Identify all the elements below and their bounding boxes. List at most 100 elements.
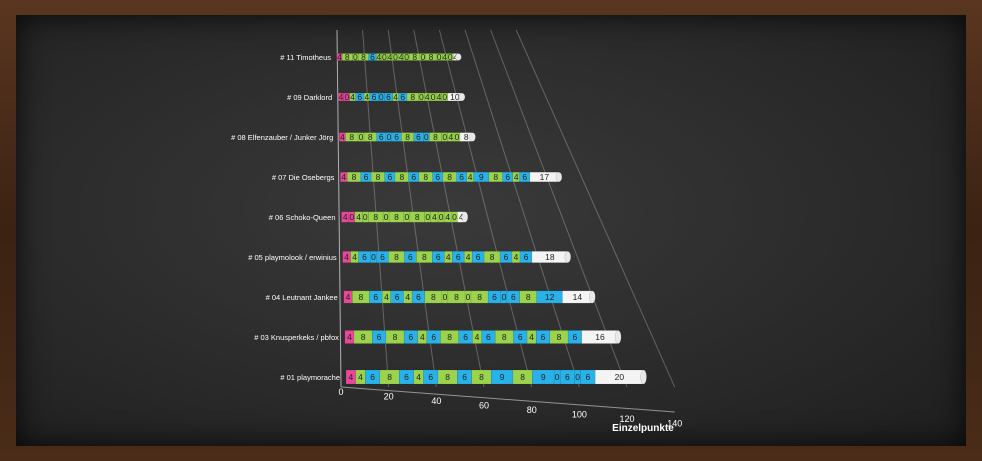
bar-segment-label: 6 xyxy=(436,252,441,262)
bar-segment-label: 0 xyxy=(466,292,471,302)
bar-segment-label: 4 xyxy=(337,52,342,62)
bar-segment-label: 4 xyxy=(352,252,357,262)
bar-segment-label: 6 xyxy=(394,132,399,142)
bar-segment-label: 4 xyxy=(347,332,352,342)
bar-segment-label: 8 xyxy=(431,292,436,302)
bar-segment-label: 6 xyxy=(505,172,510,182)
grid-line xyxy=(490,29,628,388)
bar-segment-label: 8 xyxy=(376,172,381,182)
bar-segment-label: 4 xyxy=(416,372,421,382)
bar-segment-label: 8 xyxy=(433,132,438,142)
bar-segment-label: 4 xyxy=(376,52,381,62)
bar-segment-label: 6 xyxy=(463,332,468,342)
category-label: # 11 Timotheus xyxy=(280,53,331,62)
bar-segment-label: 4 xyxy=(468,172,473,182)
bar-segment-label: 6 xyxy=(380,252,385,262)
bar-segment-label: 0 xyxy=(502,292,507,302)
bar-segment-label: 0 xyxy=(442,132,447,142)
bar-segment-label: 4 xyxy=(446,252,451,262)
bar-segment xyxy=(432,251,445,263)
bar-segment-label: 8 xyxy=(464,132,469,142)
x-tick-label: 100 xyxy=(572,410,587,420)
bar-segment-label: 4 xyxy=(445,212,450,222)
bar-segment-label: 8 xyxy=(387,372,392,382)
bar-segment-label: 6 xyxy=(435,172,440,182)
bar-segment-label: 4 xyxy=(388,52,393,62)
bar-segment-label: 0 xyxy=(363,212,368,222)
category-label: # 08 Elfenzauber / Junker Jörg xyxy=(231,133,333,142)
bar-segment-label: 6 xyxy=(586,372,591,382)
bar-segment-label: 6 xyxy=(476,252,481,262)
bar-segment-label: 8 xyxy=(557,332,562,342)
bar-segment-label: 4 xyxy=(358,372,363,382)
bar-segment-label: 8 xyxy=(490,252,495,262)
bar-segment-label: 4 xyxy=(365,92,370,102)
bar-segment-label: 8 xyxy=(479,372,484,382)
bar-segment-label: 8 xyxy=(393,332,398,342)
bar-segment-label: 8 xyxy=(445,372,450,382)
grid-line xyxy=(438,29,533,388)
bar-end-cap xyxy=(455,53,462,61)
bar-segment-label: 6 xyxy=(518,332,523,342)
bar-segment-label: 6 xyxy=(524,252,529,262)
bar-segment-label: 4 xyxy=(399,52,404,62)
bar-segment-label: 0 xyxy=(379,92,384,102)
bar-segment-label: 4 xyxy=(514,172,519,182)
bar-segment-label: 6 xyxy=(400,92,405,102)
category-label: # 07 Die Osebergs xyxy=(272,173,335,182)
bar-row: 4 8 6 4 6 4 6 8 0 8 0 8 6 0 6 8 12 14 xyxy=(343,290,596,304)
bar-segment-label: 0 xyxy=(437,52,442,62)
bar-segment-label: 0 xyxy=(424,132,429,142)
bar-segment xyxy=(358,53,369,61)
bar-end-cap xyxy=(458,92,466,102)
bar-segment-label: 12 xyxy=(545,292,555,302)
bar-segment-label: 6 xyxy=(370,52,375,62)
bar-row: 4 8 6 8 6 8 6 8 6 8 6 4 9 8 6 4 6 17 xyxy=(340,171,563,183)
bar-segment xyxy=(451,251,465,263)
bar-segment-label: 8 xyxy=(361,332,366,342)
bar-segment-label: 8 xyxy=(358,292,363,302)
x-tick-label: 20 xyxy=(384,392,394,402)
bar-segment-label: 6 xyxy=(541,332,546,342)
bar-segment-label: 6 xyxy=(388,172,393,182)
bar-segment-label: 8 xyxy=(410,92,415,102)
x-tick-label: 140 xyxy=(667,419,682,429)
bar-segment-label: 6 xyxy=(395,292,400,302)
bar-segment-label: 8 xyxy=(405,132,410,142)
bar-segment-label: 0 xyxy=(419,92,424,102)
bar-end-cap xyxy=(640,369,647,385)
bar-segment-label: 0 xyxy=(350,212,355,222)
bar-segment-label: 6 xyxy=(411,172,416,182)
bar-segment-label: 6 xyxy=(573,332,578,342)
bar-row: 4 8 6 8 6 4 6 8 6 4 6 8 6 4 6 8 6 16 xyxy=(344,330,622,344)
bar-segment-label: 4 xyxy=(442,52,447,62)
bar-segment-label: 0 xyxy=(448,52,453,62)
category-label: # 06 Schoko-Queen xyxy=(269,213,336,222)
bar-segment xyxy=(409,211,425,223)
bar-segment-label: 0 xyxy=(443,292,448,302)
bar-segment-label: 6 xyxy=(404,372,409,382)
bar-segment-label: 4 xyxy=(420,332,425,342)
bar-segment-label: 6 xyxy=(416,292,421,302)
bar-segment-label: 8 xyxy=(422,252,427,262)
bar-segment-label: 6 xyxy=(373,292,378,302)
bar-segment-label: 6 xyxy=(379,132,384,142)
bar-segment-label: 10 xyxy=(450,92,460,102)
bar-segment-label: 6 xyxy=(456,252,461,262)
bar-segment-label: 8 xyxy=(493,172,498,182)
bar-segment xyxy=(408,171,420,183)
bar-segment-label: 6 xyxy=(416,132,421,142)
bar-segment-label: 8 xyxy=(447,172,452,182)
bar-segment-label: 4 xyxy=(529,332,534,342)
bar-segment-label: 4 xyxy=(344,252,349,262)
bar-segment-label: 6 xyxy=(386,92,391,102)
bar-segment-label: 0 xyxy=(371,252,376,262)
axis-floor-line xyxy=(340,386,675,413)
bar-segment-label: 4 xyxy=(437,92,442,102)
bar-segment-label: 0 xyxy=(425,212,430,222)
bar-segment-label: 4 xyxy=(340,132,345,142)
bar-segment-label: 16 xyxy=(595,332,605,342)
bar-segment-label: 9 xyxy=(479,172,484,182)
bar-segment-label: 6 xyxy=(504,252,509,262)
